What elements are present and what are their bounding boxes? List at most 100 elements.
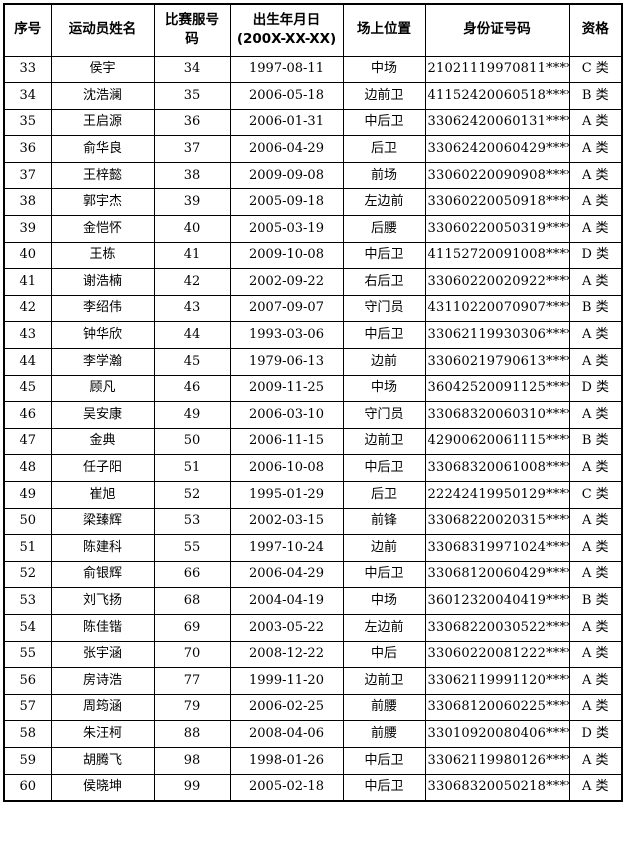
- cell-id: 22242419950129****: [424, 481, 570, 509]
- cell-name: 房诗浩: [50, 667, 155, 695]
- cell-name: 胡腾飞: [50, 746, 155, 775]
- cell-dob: 2006-04-29: [229, 560, 344, 589]
- cell-grade: A 类: [568, 108, 623, 137]
- cell-index: 39: [3, 215, 52, 243]
- cell-position: 中后卫: [342, 108, 426, 137]
- cell-position: 左边前: [342, 613, 426, 642]
- cell-position: 中后卫: [342, 773, 426, 802]
- cell-id: 36042520091125****: [424, 374, 570, 403]
- cell-grade: A 类: [568, 560, 623, 589]
- cell-name: 俞华良: [50, 135, 155, 163]
- cell-name: 金典: [50, 427, 155, 456]
- cell-name: 梁臻辉: [50, 507, 155, 536]
- cell-grade: A 类: [568, 268, 623, 296]
- cell-index: 54: [3, 613, 52, 642]
- cell-index: 49: [3, 481, 52, 509]
- cell-index: 57: [3, 693, 52, 722]
- cell-index: 59: [3, 746, 52, 775]
- cell-index: 45: [3, 374, 52, 403]
- cell-grade: A 类: [568, 454, 623, 482]
- table-row: 54 陈佳锴 69 2003-05-22 左边前 33068220030522**** A …: [3, 613, 623, 642]
- header-row: 序号 运动员姓名 比赛服号 码 出生年月日 (200X-XX-XX) 场上位置 …: [3, 3, 623, 57]
- cell-id: 33060220081222****: [424, 640, 570, 669]
- cell-grade: A 类: [568, 401, 623, 429]
- table-row: 59 胡腾飞 98 1998-01-26 中后卫 33062119980126**** A …: [3, 746, 623, 775]
- cell-jersey: 36: [153, 108, 231, 137]
- cell-index: 53: [3, 587, 52, 615]
- cell-dob: 2007-09-07: [229, 294, 344, 323]
- cell-index: 46: [3, 401, 52, 429]
- cell-jersey: 34: [153, 55, 231, 84]
- cell-name: 刘飞扬: [50, 587, 155, 615]
- table-row: 49 崔旭 52 1995-01-29 后卫 22242419950129**** C 类: [3, 481, 623, 509]
- cell-jersey: 70: [153, 640, 231, 669]
- cell-id: 33068319971024****: [424, 534, 570, 562]
- cell-name: 王启源: [50, 108, 155, 137]
- cell-id: 21021119970811****: [424, 55, 570, 84]
- cell-name: 钟华欣: [50, 321, 155, 350]
- cell-grade: C 类: [568, 481, 623, 509]
- cell-dob: 2003-05-22: [229, 613, 344, 642]
- cell-id: 41152420060518****: [424, 82, 570, 110]
- cell-dob: 2002-03-15: [229, 507, 344, 536]
- table-row: 51 陈建科 55 1997-10-24 边前 33068319971024**** A 类: [3, 534, 623, 562]
- cell-dob: 2006-10-08: [229, 454, 344, 482]
- table-row: 53 刘飞扬 68 2004-04-19 中场 36012320040419**** B 类: [3, 587, 623, 615]
- cell-id: 33060220020922****: [424, 268, 570, 296]
- cell-jersey: 79: [153, 693, 231, 722]
- cell-id: 33068320060310****: [424, 401, 570, 429]
- cell-name: 侯晓坤: [50, 773, 155, 802]
- player-roster-table: 序号 运动员姓名 比赛服号 码 出生年月日 (200X-XX-XX) 场上位置 …: [3, 3, 623, 802]
- cell-position: 后卫: [342, 481, 426, 509]
- cell-grade: A 类: [568, 161, 623, 190]
- cell-jersey: 49: [153, 401, 231, 429]
- cell-jersey: 99: [153, 773, 231, 802]
- cell-index: 36: [3, 135, 52, 163]
- cell-name: 金恺怀: [50, 215, 155, 243]
- cell-jersey: 43: [153, 294, 231, 323]
- cell-grade: A 类: [568, 640, 623, 669]
- cell-id: 33068220020315****: [424, 507, 570, 536]
- cell-grade: A 类: [568, 773, 623, 802]
- cell-jersey: 66: [153, 560, 231, 589]
- cell-name: 任子阳: [50, 454, 155, 482]
- cell-index: 50: [3, 507, 52, 536]
- header-jersey: 比赛服号 码: [153, 3, 231, 57]
- header-position: 场上位置: [342, 3, 426, 57]
- table-row: 56 房诗浩 77 1999-11-20 边前卫 33062119991120**** A …: [3, 667, 623, 695]
- cell-grade: D 类: [568, 241, 623, 270]
- cell-grade: A 类: [568, 135, 623, 163]
- cell-grade: A 类: [568, 507, 623, 536]
- cell-position: 中后卫: [342, 241, 426, 270]
- cell-position: 中场: [342, 587, 426, 615]
- cell-dob: 2005-09-18: [229, 188, 344, 217]
- cell-id: 33060220050319****: [424, 215, 570, 243]
- cell-id: 33062119991120****: [424, 667, 570, 695]
- cell-id: 33068120060429****: [424, 560, 570, 589]
- cell-position: 中后卫: [342, 746, 426, 775]
- cell-name: 吴安康: [50, 401, 155, 429]
- table-row: 42 李绍伟 43 2007-09-07 守门员 43110220070907**** B …: [3, 294, 623, 323]
- cell-position: 中后卫: [342, 454, 426, 482]
- cell-dob: 1993-03-06: [229, 321, 344, 350]
- cell-index: 34: [3, 82, 52, 110]
- cell-grade: A 类: [568, 215, 623, 243]
- cell-index: 33: [3, 55, 52, 84]
- cell-id: 33062119930306****: [424, 321, 570, 350]
- table-row: 48 任子阳 51 2006-10-08 中后卫 33068320061008**** A …: [3, 454, 623, 482]
- cell-position: 中后卫: [342, 321, 426, 350]
- cell-position: 后腰: [342, 215, 426, 243]
- cell-dob: 2008-04-06: [229, 720, 344, 748]
- cell-index: 51: [3, 534, 52, 562]
- cell-jersey: 39: [153, 188, 231, 217]
- table-row: 35 王启源 36 2006-01-31 中后卫 33062420060131**** A …: [3, 108, 623, 137]
- cell-jersey: 42: [153, 268, 231, 296]
- cell-position: 中场: [342, 55, 426, 84]
- cell-grade: A 类: [568, 188, 623, 217]
- cell-jersey: 46: [153, 374, 231, 403]
- cell-jersey: 52: [153, 481, 231, 509]
- cell-jersey: 38: [153, 161, 231, 190]
- cell-name: 朱汪柯: [50, 720, 155, 748]
- cell-position: 中后卫: [342, 560, 426, 589]
